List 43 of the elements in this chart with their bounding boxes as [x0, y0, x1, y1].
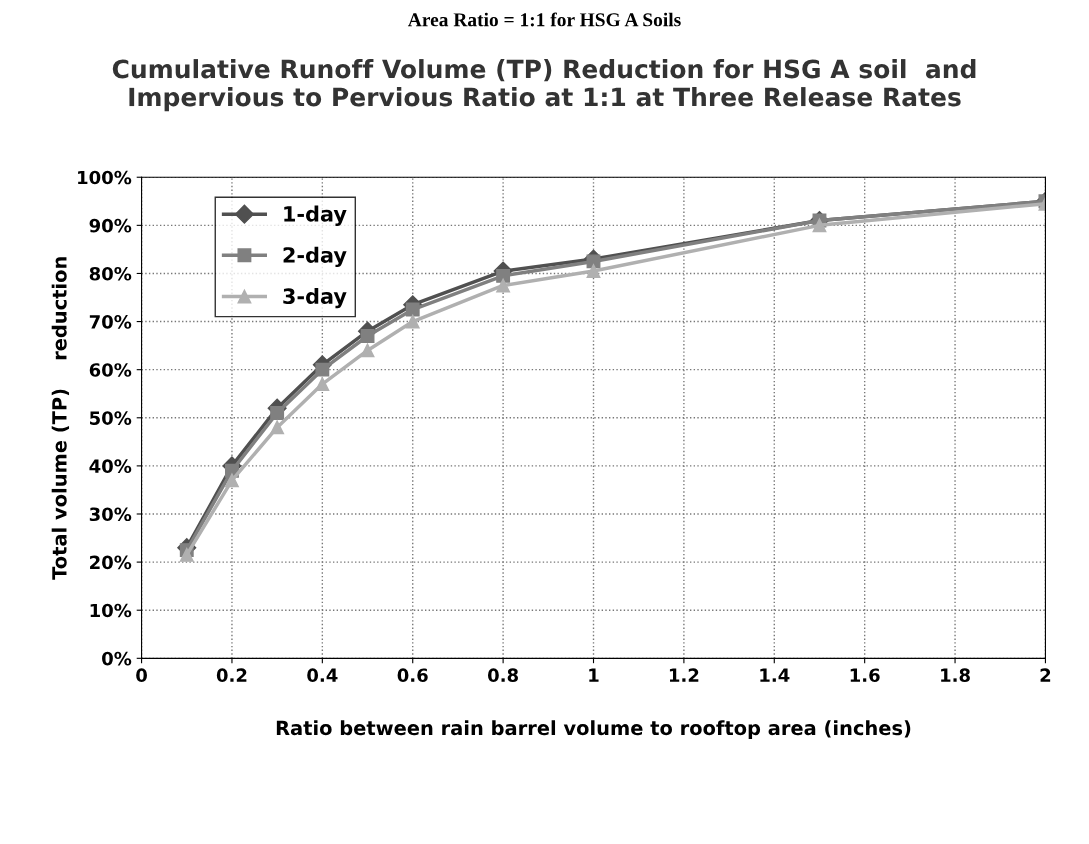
y-tick-label: 40%	[89, 459, 132, 473]
y-tick-label: 80%	[89, 266, 132, 281]
x-axis-title: Ratio between rain barrel volume to rooftop area (inches)	[276, 720, 911, 740]
y-tick-label: 30%	[89, 507, 132, 522]
point	[270, 406, 285, 420]
legend-label: 1-day	[284, 205, 347, 226]
point	[405, 302, 420, 317]
point	[405, 314, 420, 329]
y-tick-label: 20%	[90, 555, 132, 570]
y-tick-label: 90%	[89, 218, 132, 233]
point	[360, 329, 375, 343]
x-tick-label: 0.2	[216, 668, 247, 683]
point	[812, 218, 827, 233]
point	[496, 268, 511, 283]
x-tick-label: 2	[1040, 668, 1051, 682]
y-tick-label: 60%	[89, 363, 132, 377]
x-tick-label: 1.4	[760, 668, 790, 682]
legend-label: 3-day	[283, 287, 347, 309]
x-tick-label: 1.2	[669, 668, 699, 682]
point	[496, 278, 511, 293]
x-tick-label: 0	[136, 668, 147, 683]
y-axis-title: Total volume (TP) reduction	[51, 257, 70, 580]
x-tick-label: 1.8	[941, 668, 970, 683]
x-tick-label: 0.6	[397, 668, 428, 683]
y-tick-label: 0%	[102, 651, 132, 666]
y-tick-label: 100%	[78, 170, 132, 185]
legend-label: 2-day	[283, 246, 347, 268]
point	[225, 473, 239, 488]
x-tick-label: 1	[589, 668, 599, 682]
point	[270, 420, 285, 435]
point	[586, 264, 601, 278]
x-tick-label: 0.4	[307, 668, 338, 683]
y-tick-label: 70%	[89, 315, 132, 329]
point	[179, 547, 194, 562]
y-tick-label: 50%	[90, 411, 132, 425]
point	[315, 377, 330, 392]
point	[360, 343, 375, 358]
chart-title: Cumulative Runoff Volume (TP) Reduction for HSG A soil and Impervious to Pervious Ratio at 1:1 at Three Release Rates	[112, 59, 976, 112]
x-tick-label: 0.8	[487, 668, 518, 683]
x-tick-label: 1.6	[850, 668, 880, 683]
y-tick-label: 10%	[90, 603, 132, 618]
text: Area Ratio = 1:1 for HSG A Soils	[407, 12, 681, 27]
point	[315, 362, 330, 377]
